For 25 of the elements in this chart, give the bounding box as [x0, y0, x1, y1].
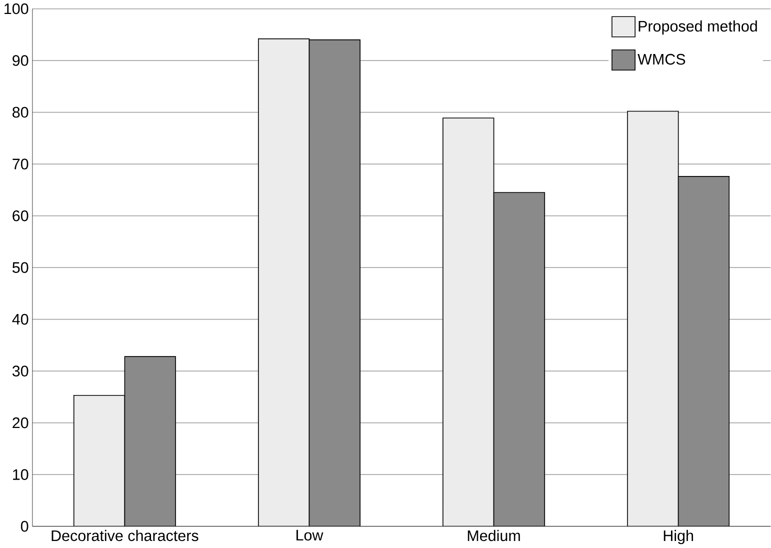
y-tick-label: 0 [20, 521, 28, 532]
y-tick-label: 50 [12, 262, 28, 274]
y-tick-label: 60 [12, 210, 28, 222]
y-tick-label: 30 [12, 366, 28, 377]
x-tick-label: High [664, 530, 694, 544]
bar [258, 38, 310, 527]
bar [308, 40, 360, 527]
y-tick-label: 80 [12, 107, 28, 118]
bar [73, 395, 126, 527]
x-tick-label: Decorative characters [52, 530, 198, 542]
bar [124, 356, 176, 527]
bar [493, 192, 546, 527]
legend-label: WMCS [638, 54, 686, 65]
y-tick-label: 90 [12, 55, 28, 66]
y-tick-label: 10 [13, 469, 28, 480]
bar [442, 118, 494, 527]
x-tick-label: Medium [468, 530, 520, 542]
x-tick-label: Low [296, 530, 324, 541]
bar [678, 176, 730, 527]
y-tick-label: 100 [4, 4, 28, 14]
y-tick-label: 70 [12, 158, 28, 170]
legend-label: Proposed method [638, 20, 757, 35]
y-tick-label: 40 [12, 314, 28, 325]
y-tick-label: 20 [12, 418, 28, 428]
bar [627, 111, 679, 527]
